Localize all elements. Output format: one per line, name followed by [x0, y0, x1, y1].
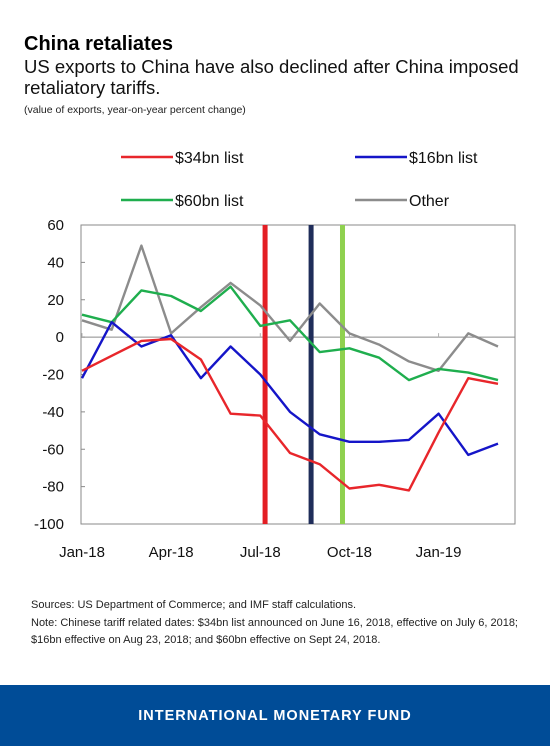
line-chart: $34bn list $16bn list $60bn list Other 60 40…	[34, 150, 516, 561]
y-tick-label: -100	[34, 516, 64, 533]
y-tick-label: -20	[42, 367, 64, 384]
chart-axes: 60 40 20 0 -20 -40 -60 -80 -100 Jan-18 Apr-18 Jul-1…	[34, 217, 516, 561]
series-line-60bn-list	[81, 285, 499, 382]
legend-label-34bn-list: $34bn list	[175, 150, 244, 167]
tariff-date-markers	[262, 225, 345, 524]
legend-label-60bn-list: $60bn list	[175, 193, 244, 210]
series-line-16bn-list	[80, 320, 499, 457]
chart-subtitle: US exports to China have also declined a…	[24, 56, 519, 98]
tariff-dates-note: Note: Chinese tariff related dates: $34b…	[31, 616, 518, 647]
x-tick-label: Jan-18	[59, 544, 105, 561]
chart-legend: $34bn list $16bn list $60bn list Other	[121, 150, 478, 210]
x-tick-label: Apr-18	[149, 544, 194, 561]
plot-frame	[80, 224, 516, 525]
chart-title: China retaliates	[24, 33, 173, 55]
chart-series	[80, 244, 499, 492]
footer-band: INTERNATIONAL MONETARY FUND	[0, 685, 550, 746]
series-line-34bn-list	[81, 337, 499, 492]
y-tick-label: 0	[56, 329, 64, 346]
x-tick-label: Jan-19	[416, 544, 462, 561]
y-tick-label: -40	[42, 404, 64, 421]
y-tick-label: 40	[47, 254, 64, 271]
sources-note: Sources: US Department of Commerce; and …	[31, 599, 357, 611]
y-tick-label: 20	[47, 292, 64, 309]
y-tick-label: -80	[42, 479, 64, 496]
x-tick-label: Jul-18	[240, 544, 281, 561]
series-line-other	[81, 244, 499, 373]
legend-label-16bn-list: $16bn list	[409, 150, 478, 167]
y-tick-label: -60	[42, 441, 64, 458]
y-tick-label: 60	[47, 217, 64, 234]
legend-label-other: Other	[409, 193, 450, 210]
unit-note: (value of exports, year-on-year percent …	[24, 104, 246, 116]
x-tick-label: Oct-18	[327, 544, 372, 561]
imf-brand: INTERNATIONAL MONETARY FUND	[138, 707, 412, 724]
footnotes: Sources: US Department of Commerce; and …	[31, 597, 531, 650]
